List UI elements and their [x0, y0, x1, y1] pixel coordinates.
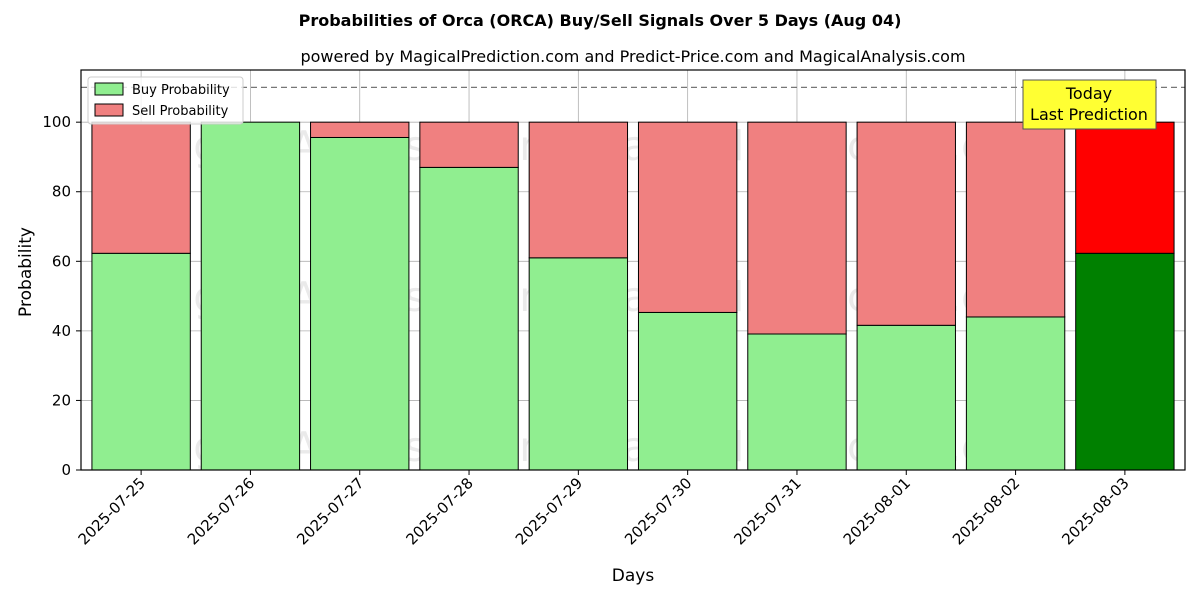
y-tick-label: 0: [61, 461, 71, 479]
x-tick-label: 2025-07-31: [730, 474, 804, 548]
bar-buy: [91, 252, 191, 471]
x-tick-label: 2025-07-27: [293, 474, 367, 548]
chart-subtitle: powered by MagicalPrediction.com and Pre…: [300, 47, 965, 66]
axes: [80, 69, 1186, 471]
today-label: Today: [1065, 84, 1112, 103]
y-axis-label: Probability: [16, 227, 36, 317]
today-annotation: Today Last Prediction: [1022, 79, 1157, 130]
plot-frame: [80, 69, 1186, 471]
legend-label-buy: Buy Probability: [132, 83, 230, 98]
x-tick-label: 2025-07-26: [184, 474, 258, 548]
bar-buy: [310, 136, 410, 471]
y-tick-label: 60: [52, 252, 71, 270]
last-prediction-label: Last Prediction: [1030, 105, 1148, 124]
bar-sell: [965, 121, 1066, 318]
bar-buy: [200, 121, 301, 471]
y-tick-label: 100: [42, 113, 71, 131]
x-tick-label: 2025-07-30: [621, 474, 695, 548]
bar-buy: [637, 311, 738, 471]
bar-buy: [1075, 252, 1175, 471]
y-tick-label: 40: [52, 322, 71, 340]
bar-buy: [965, 316, 1066, 471]
bars: [91, 121, 1175, 471]
bar-buy: [528, 257, 629, 471]
x-tick-label: 2025-07-28: [402, 474, 476, 548]
bar-sell: [310, 121, 410, 138]
bar-sell: [747, 121, 847, 335]
x-tick-label: 2025-07-25: [75, 474, 149, 548]
bar-sell: [528, 121, 629, 259]
legend-swatch-sell: [94, 103, 124, 117]
today-box: [1022, 79, 1157, 130]
y-tick-label: 80: [52, 183, 71, 201]
legend-frame: [87, 76, 244, 125]
bar-sell: [91, 121, 191, 254]
bar-sell: [637, 121, 738, 313]
x-tick-label: 2025-07-29: [512, 474, 586, 548]
x-tick-label: 2025-08-01: [840, 474, 914, 548]
x-tick-label: 2025-08-02: [949, 474, 1023, 548]
bar-buy: [747, 333, 847, 471]
legend-swatch-buy: [94, 82, 124, 96]
x-tick-label: 2025-08-03: [1058, 474, 1132, 548]
y-tick-label: 20: [52, 391, 71, 409]
legend-label-sell: Sell Probability: [132, 104, 229, 119]
chart-title: Probabilities of Orca (ORCA) Buy/Sell Si…: [299, 11, 902, 30]
bar-sell: [856, 121, 956, 326]
x-axis-label: Days: [612, 566, 655, 586]
bar-sell: [419, 121, 519, 168]
bar-buy: [419, 166, 519, 471]
bar-sell: [1075, 121, 1175, 254]
bar-buy: [856, 324, 956, 471]
legend: Buy Probability Sell Probability: [87, 76, 244, 125]
